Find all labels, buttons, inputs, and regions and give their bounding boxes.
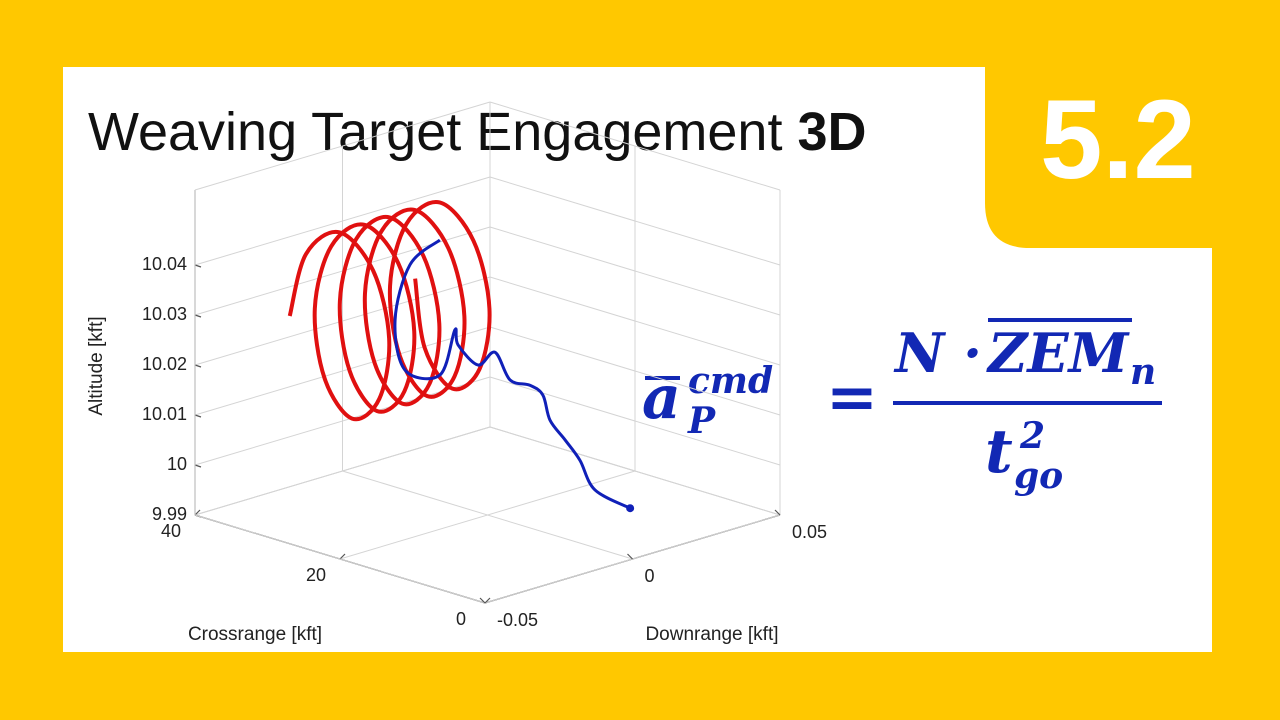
x-tick-label: 40 [161, 521, 181, 541]
trajectory [393, 238, 631, 510]
z-tick-label: 10.01 [142, 404, 187, 424]
eq-superscript: cmd [688, 360, 773, 402]
grid-line [489, 426, 781, 516]
eq-equals: = [826, 360, 878, 433]
x-axis-label: Crossrange [kft] [188, 624, 322, 645]
tick-mark [194, 314, 202, 318]
z-tick-label: 10.04 [142, 254, 187, 274]
tick-mark [627, 553, 633, 560]
z-tick-label: 10.03 [142, 304, 187, 324]
eq-numerator-symbol: ZEM [986, 321, 1131, 385]
tick-mark [339, 553, 346, 560]
tick-mark [194, 414, 202, 418]
y-tick-label: -0.05 [497, 610, 538, 630]
title-emphasis: 3D [797, 102, 866, 162]
plot: 9.99 10 10.01 10.02 10.03 10.04 0 20 40 -0.05 0 0.0… [142, 101, 827, 630]
title-text: Weaving Target Engagement [88, 102, 782, 162]
z-axis-label: Altitude [kft] [86, 316, 107, 415]
z-tick-label: 10.02 [142, 354, 187, 374]
tick-mark [479, 597, 486, 604]
x-tick-label: 0 [456, 609, 466, 629]
grid-line [194, 514, 486, 604]
y-axis-label: Downrange [kft] [645, 624, 778, 645]
eq-denominator-superscript: 2 [1019, 415, 1045, 457]
z-tick-label: 9.99 [152, 504, 187, 524]
badge-box [985, 67, 1212, 248]
title: Weaving Target Engagement 3D [88, 102, 867, 162]
tick-mark [194, 264, 202, 268]
equation: a cmd P = N · ZEM n t 2 go [642, 318, 1162, 497]
tick-mark [194, 509, 201, 516]
x-tick-label: 20 [306, 565, 326, 585]
grid-line [342, 470, 633, 560]
z-tick-label: 10 [167, 454, 187, 474]
y-tick-label: 0.05 [792, 522, 827, 542]
tick-mark [194, 464, 202, 468]
badge: 5.2 [1040, 77, 1196, 202]
eq-numerator-subscript: n [1130, 351, 1156, 393]
eq-symbol: a [642, 363, 681, 433]
tick-mark [194, 364, 202, 368]
start-marker [626, 504, 635, 513]
y-tick-label: 0 [645, 566, 655, 586]
tick-mark [484, 597, 491, 604]
trajectory [287, 200, 492, 422]
eq-denominator-subscript: go [1014, 455, 1063, 497]
eq-denominator: t [985, 417, 1013, 487]
tick-mark [774, 509, 781, 516]
eq-numerator: N · [893, 321, 982, 385]
eq-subscript: P [687, 400, 716, 442]
